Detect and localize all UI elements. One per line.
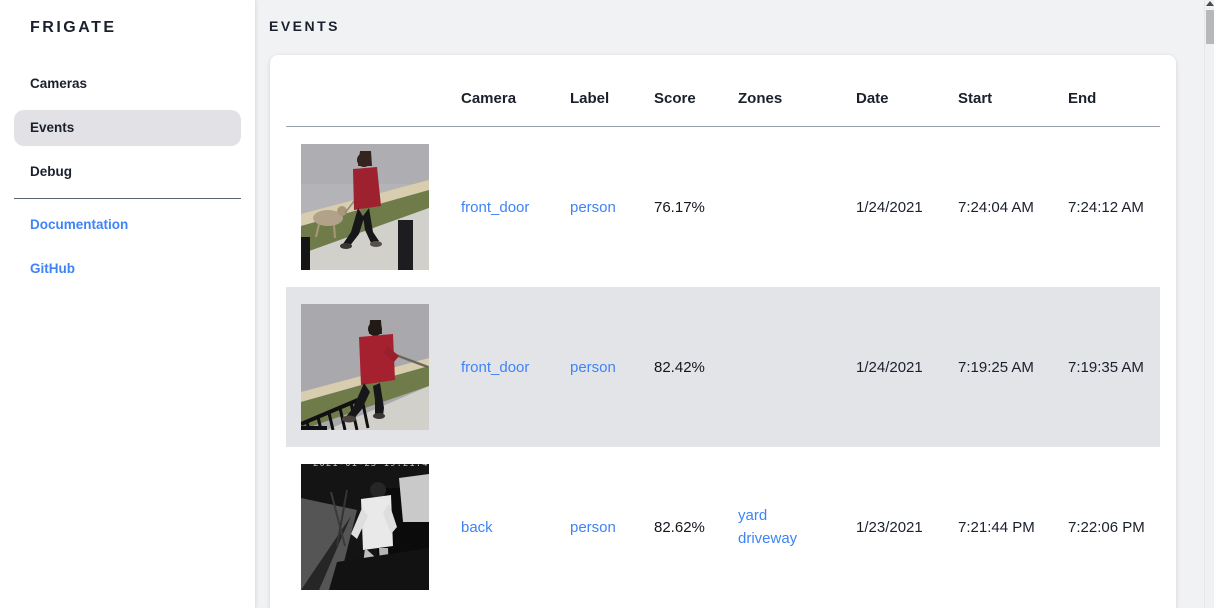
sidebar-divider	[14, 198, 241, 199]
app-title: FRIGATE	[30, 19, 117, 36]
sidebar-item-events[interactable]: Events	[14, 110, 241, 146]
sidebar-link-documentation[interactable]: Documentation	[30, 217, 129, 232]
label-link[interactable]: person	[570, 358, 616, 376]
sidebar: FRIGATE Cameras Events Debug Documentati…	[0, 0, 255, 608]
thumbnail-scene-day-red-hoodie	[301, 304, 429, 430]
score-value: 76.17%	[654, 198, 705, 216]
end-value: 7:24:12 AM	[1068, 198, 1144, 216]
vertical-scrollbar[interactable]	[1204, 0, 1214, 608]
zone-link[interactable]: yard	[738, 507, 768, 524]
label-link[interactable]: person	[570, 518, 616, 536]
event-row: 2021-01-23 19:21:44 back person 82.62% y…	[286, 447, 1160, 607]
date-value: 1/24/2021	[856, 198, 923, 216]
sidebar-item-cameras[interactable]: Cameras	[30, 76, 88, 91]
header-date: Date	[856, 90, 889, 107]
event-thumbnail[interactable]	[301, 144, 429, 270]
end-value: 7:19:35 AM	[1068, 358, 1144, 376]
date-value: 1/23/2021	[856, 518, 923, 536]
header-score: Score	[654, 90, 696, 107]
event-row: front_door person 82.42% 1/24/2021 7:19:…	[286, 287, 1160, 447]
camera-link[interactable]: front_door	[461, 198, 530, 216]
start-value: 7:21:44 PM	[958, 518, 1035, 536]
event-row: front_door person 76.17% 1/24/2021 7:24:…	[286, 127, 1160, 287]
thumbnail-scene-night-infrared	[301, 464, 429, 590]
thumbnail-scene-day-dog-walk	[301, 144, 429, 270]
scrollbar-thumb[interactable]	[1206, 10, 1214, 44]
page-title: EVENTS	[269, 18, 341, 34]
main-content: EVENTS Camera Label Score Zones Date Sta…	[255, 0, 1204, 608]
event-thumbnail[interactable]	[301, 304, 429, 430]
start-value: 7:24:04 AM	[958, 198, 1034, 216]
start-value: 7:19:25 AM	[958, 358, 1034, 376]
date-value: 1/24/2021	[856, 358, 923, 376]
zone-link[interactable]: driveway	[738, 530, 798, 547]
event-thumbnail[interactable]: 2021-01-23 19:21:44	[301, 464, 429, 590]
sidebar-link-github[interactable]: GitHub	[30, 261, 75, 276]
score-value: 82.62%	[654, 518, 705, 536]
header-label: Label	[570, 90, 610, 107]
camera-link[interactable]: back	[461, 518, 493, 536]
camera-link[interactable]: front_door	[461, 358, 530, 376]
sidebar-nav: Cameras Events Debug Documentation GitHu…	[0, 56, 255, 287]
header-camera: Camera	[461, 90, 517, 107]
table-header-row: Camera Label Score Zones Date Start End	[286, 71, 1160, 127]
scroll-up-arrow-icon[interactable]	[1205, 1, 1214, 6]
zones-cell: yard driveway	[738, 504, 856, 550]
events-card: Camera Label Score Zones Date Start End	[270, 55, 1176, 608]
label-link[interactable]: person	[570, 198, 616, 216]
end-value: 7:22:06 PM	[1068, 518, 1145, 536]
score-value: 82.42%	[654, 358, 705, 376]
header-end: End	[1068, 90, 1097, 107]
header-start: Start	[958, 90, 993, 107]
header-zones: Zones	[738, 90, 783, 107]
sidebar-item-debug[interactable]: Debug	[30, 164, 72, 179]
thumbnail-timestamp-overlay: 2021-01-23 19:21:44	[313, 464, 429, 469]
